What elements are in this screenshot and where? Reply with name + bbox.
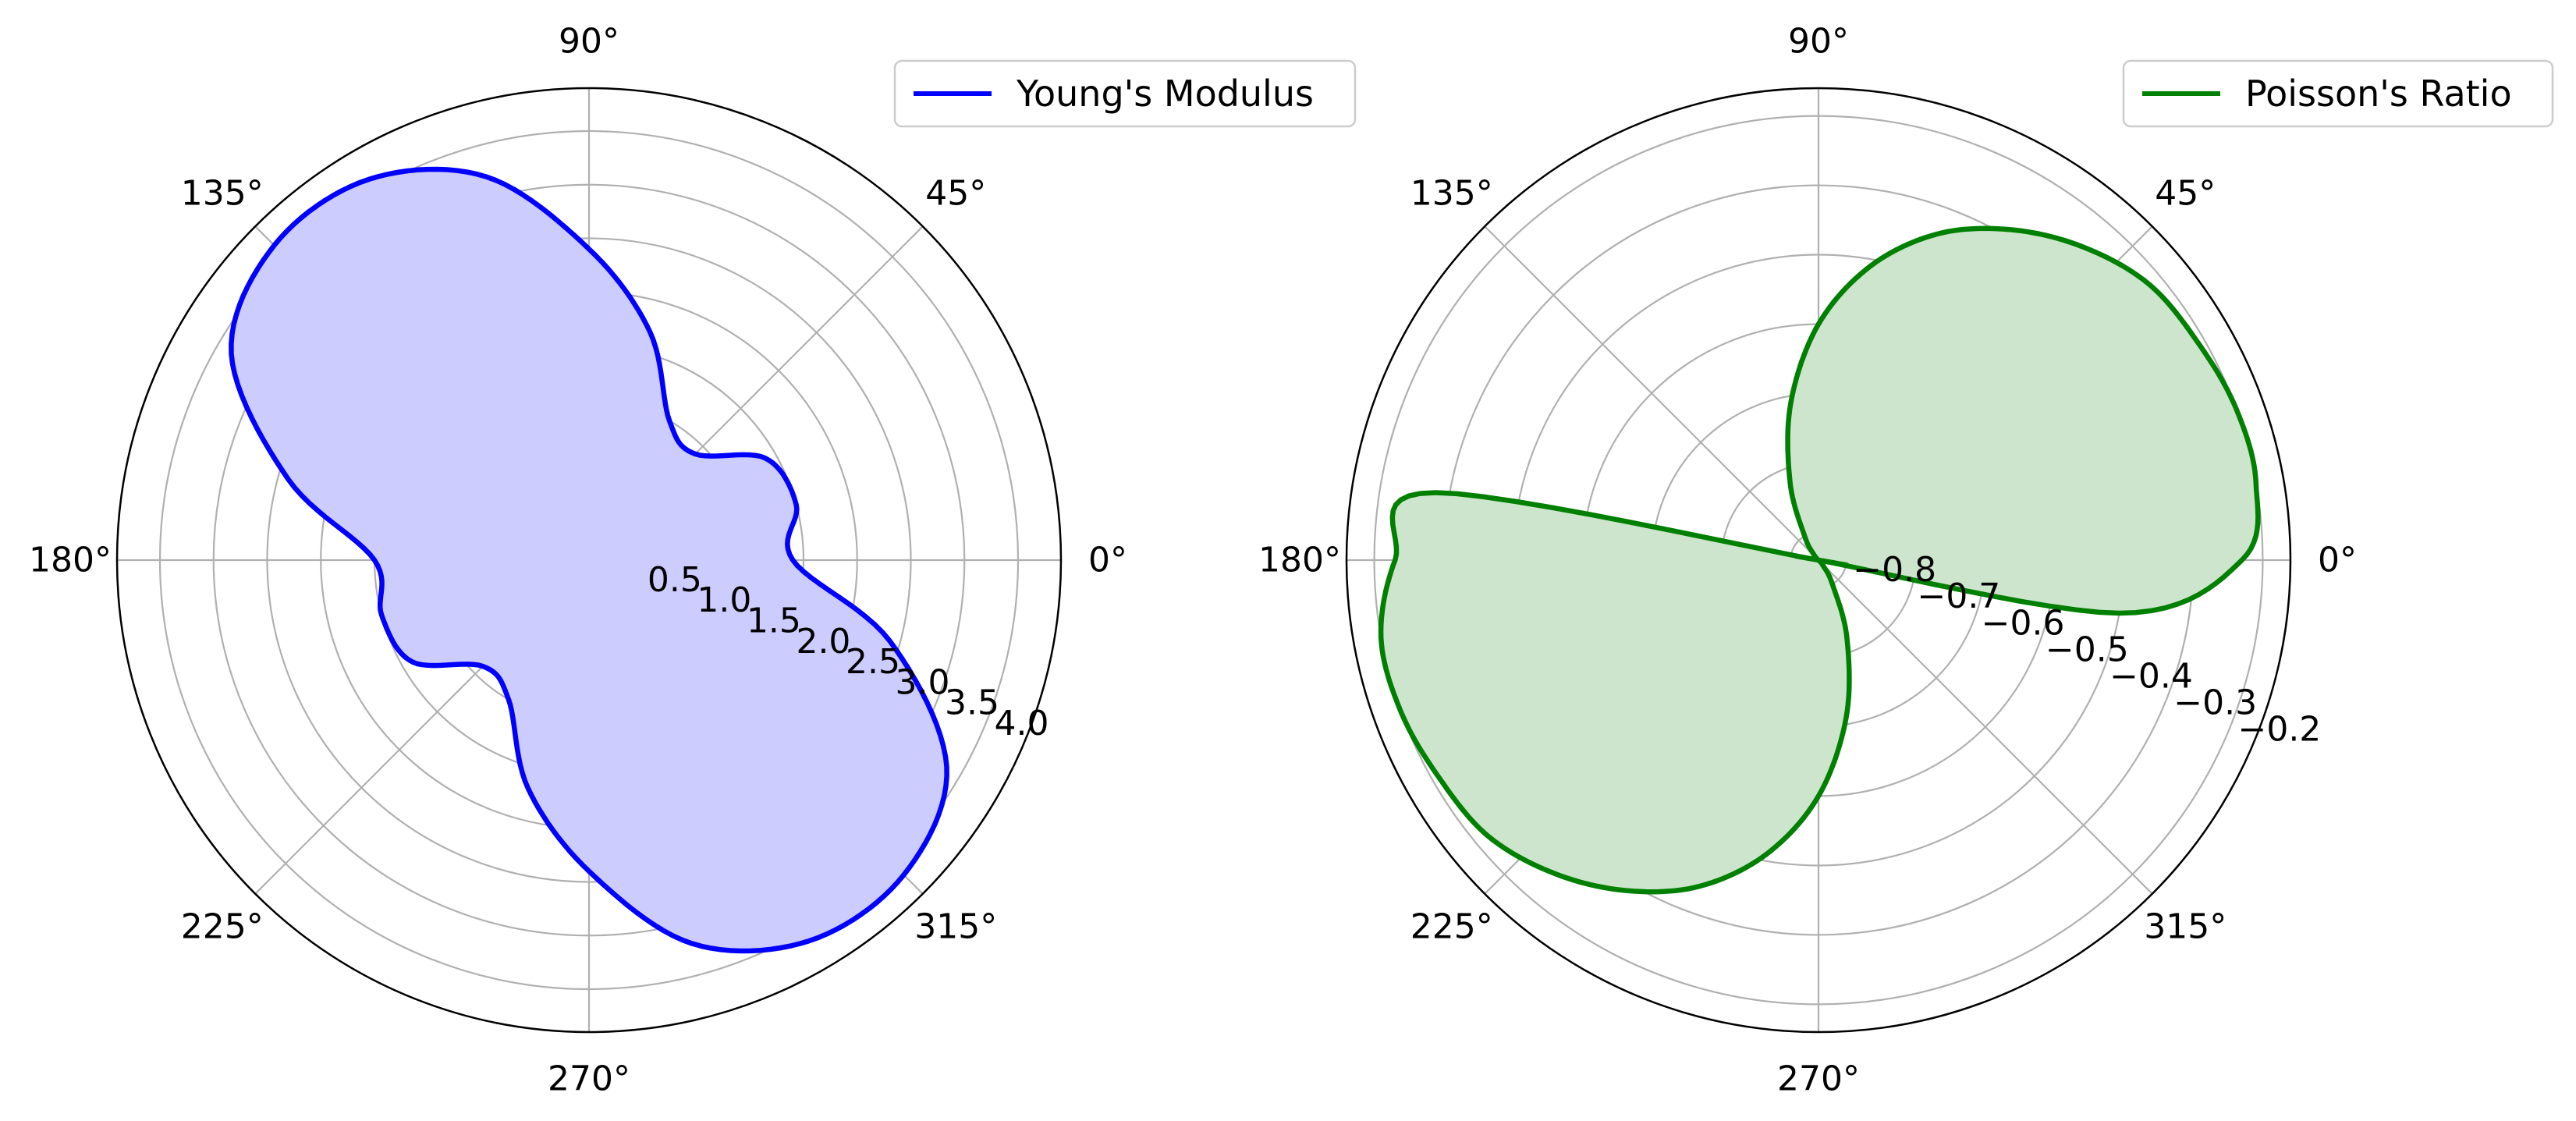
angle-tick-label: 180° (1258, 541, 1341, 580)
angular-gridline-3 (1484, 225, 1819, 561)
angle-tick-label: 315° (914, 907, 997, 947)
angle-tick-label: 225° (181, 907, 264, 947)
series-line-0 (1378, 225, 2261, 895)
angle-tick-label: 90° (1788, 22, 1849, 62)
radial-tick-label: −0.7 (1917, 576, 2000, 616)
radial-tick-label: 1.5 (747, 601, 801, 640)
legend-label: Poisson's Ratio (2245, 73, 2512, 115)
angle-tick-label: 180° (29, 541, 112, 580)
series-line-0 (229, 166, 949, 954)
radial-tick-label: −0.5 (2046, 630, 2129, 669)
radial-tick-label: −0.8 (1853, 550, 1936, 590)
series-layer (1378, 225, 2261, 895)
angle-tick-label: 45° (2155, 173, 2216, 213)
angle-tick-labels: 0° 45° 90° 135° 180° 225° 270° 315° (1258, 22, 2357, 1099)
radial-tick-labels: −0.8−0.7−0.6−0.5−0.4−0.3−0.2 (1853, 550, 2321, 749)
youngs-modulus-polar-chart: 0°45°90°135°180°225°270°315° 0.51.01.52.… (29, 22, 1357, 1099)
angular-gridline-7 (1818, 559, 2153, 895)
legend-box (893, 59, 1357, 128)
angle-tick-label: 45° (925, 173, 986, 213)
series-layer (229, 166, 949, 954)
radial-tick-label: 0.5 (648, 560, 702, 600)
angle-tick-label: 135° (181, 173, 264, 213)
angle-tick-label: 0° (1088, 541, 1127, 580)
angle-tick-label: 0° (2318, 541, 2357, 580)
angle-tick-label: 270° (1777, 1059, 1860, 1099)
angle-tick-label: 270° (548, 1059, 630, 1099)
radial-tick-label: 3.5 (945, 683, 999, 723)
angle-tick-label: 315° (2144, 907, 2227, 947)
legend: Young's Modulus (893, 59, 1357, 128)
polar-frame (115, 87, 1063, 1034)
angle-tick-labels: 0° 45° 90° 135° 180° 225° 270° 315° (29, 22, 1127, 1099)
angle-tick-label: 90° (559, 22, 619, 62)
legend: Poisson's Ratio (2122, 59, 2554, 128)
radial-tick-label: −0.4 (2109, 656, 2193, 696)
radial-tick-label: 2.0 (796, 622, 850, 662)
radial-tick-label: 1.0 (697, 580, 751, 620)
radial-tick-label: 2.5 (846, 642, 900, 682)
radial-tick-label: −0.2 (2237, 709, 2321, 749)
polar-frame (1345, 87, 2292, 1034)
series-fill-0 (231, 169, 947, 951)
angle-tick-label: 135° (1410, 173, 1493, 213)
angle-tick-label: 225° (1410, 907, 1493, 947)
radial-tick-label: −0.3 (2173, 683, 2257, 722)
legend-label: Young's Modulus (1016, 73, 1314, 115)
poissons-ratio-polar-chart: 0°45°90°135°180°225°270°315° −0.8−0.7−0.… (1258, 22, 2554, 1099)
radial-tick-label: 4.0 (995, 704, 1049, 743)
radial-tick-label: 3.0 (895, 662, 949, 702)
legend-box (2122, 59, 2554, 128)
radial-tick-label: −0.6 (1982, 603, 2065, 643)
radial-tick-labels: 0.51.01.52.02.53.03.54.0 (648, 560, 1049, 743)
